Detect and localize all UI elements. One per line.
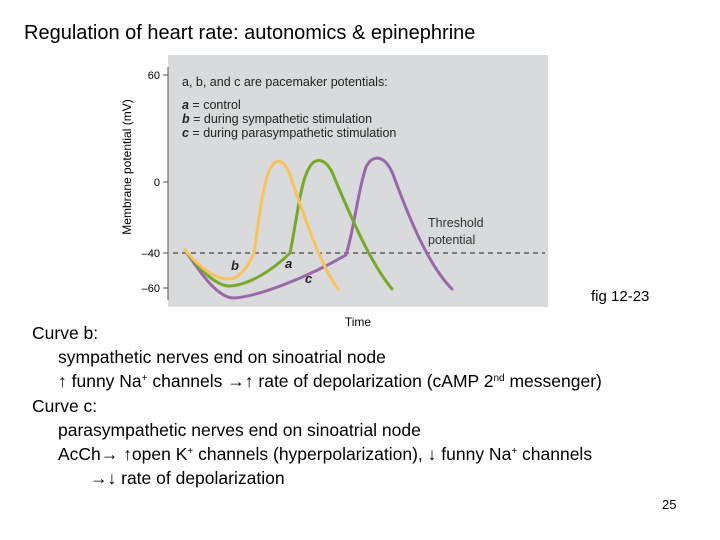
curve-label-b: b (231, 258, 239, 273)
legend-item-a: a = control (182, 98, 241, 112)
slide-title: Regulation of heart rate: autonomics & e… (24, 22, 476, 44)
explanation-text: Curve b: sympathetic nerves end on sinoa… (32, 321, 602, 490)
curve-c-line2: AcCh→ ↑open K+ channels (hyperpolarizati… (58, 444, 593, 465)
curve-label-c: c (305, 271, 313, 286)
pacemaker-potential-figure: 60 0 –40 –60 Membrane potential (mV) Tim… (118, 55, 548, 335)
curve-b-line2: ↑ funny Na+ channels →↑ rate of depolari… (58, 371, 602, 392)
threshold-label-line1: Threshold (428, 216, 484, 230)
legend-item-b: b = during sympathetic stimulation (182, 112, 372, 126)
curve-c-heading: Curve c: (32, 395, 98, 416)
legend-item-c: c = during parasympathetic stimulation (182, 126, 396, 140)
page-number: 25 (662, 497, 677, 512)
curve-a-control (183, 159, 394, 291)
y-tick-label-minus40: –40 (142, 248, 160, 260)
legend-heading: a, b, and c are pacemaker potentials: (182, 75, 388, 89)
curve-c-parasympathetic (183, 156, 454, 300)
graph-panel (168, 55, 548, 307)
x-axis-label: Time (345, 315, 372, 329)
pacemaker-graph: 60 0 –40 –60 Membrane potential (mV) Tim… (120, 55, 548, 329)
y-tick-label-60: 60 (148, 70, 160, 82)
curve-c-line1: parasympathetic nerves end on sinoatrial… (58, 419, 421, 440)
curve-b-sympathetic (183, 159, 340, 291)
figure-reference: fig 12-23 (591, 288, 650, 305)
curve-b-line1: sympathetic nerves end on sinoatrial nod… (58, 347, 386, 368)
y-tick-label-minus60: –60 (142, 283, 160, 295)
curve-c-line3: →↓ rate of depolarization (90, 468, 285, 489)
y-axis-label: Membrane potential (mV) (120, 99, 134, 234)
curve-label-a: a (285, 256, 292, 271)
threshold-label-line2: potential (428, 233, 475, 247)
y-tick-label-0: 0 (154, 177, 160, 189)
curve-b-heading: Curve b: (32, 323, 99, 343)
